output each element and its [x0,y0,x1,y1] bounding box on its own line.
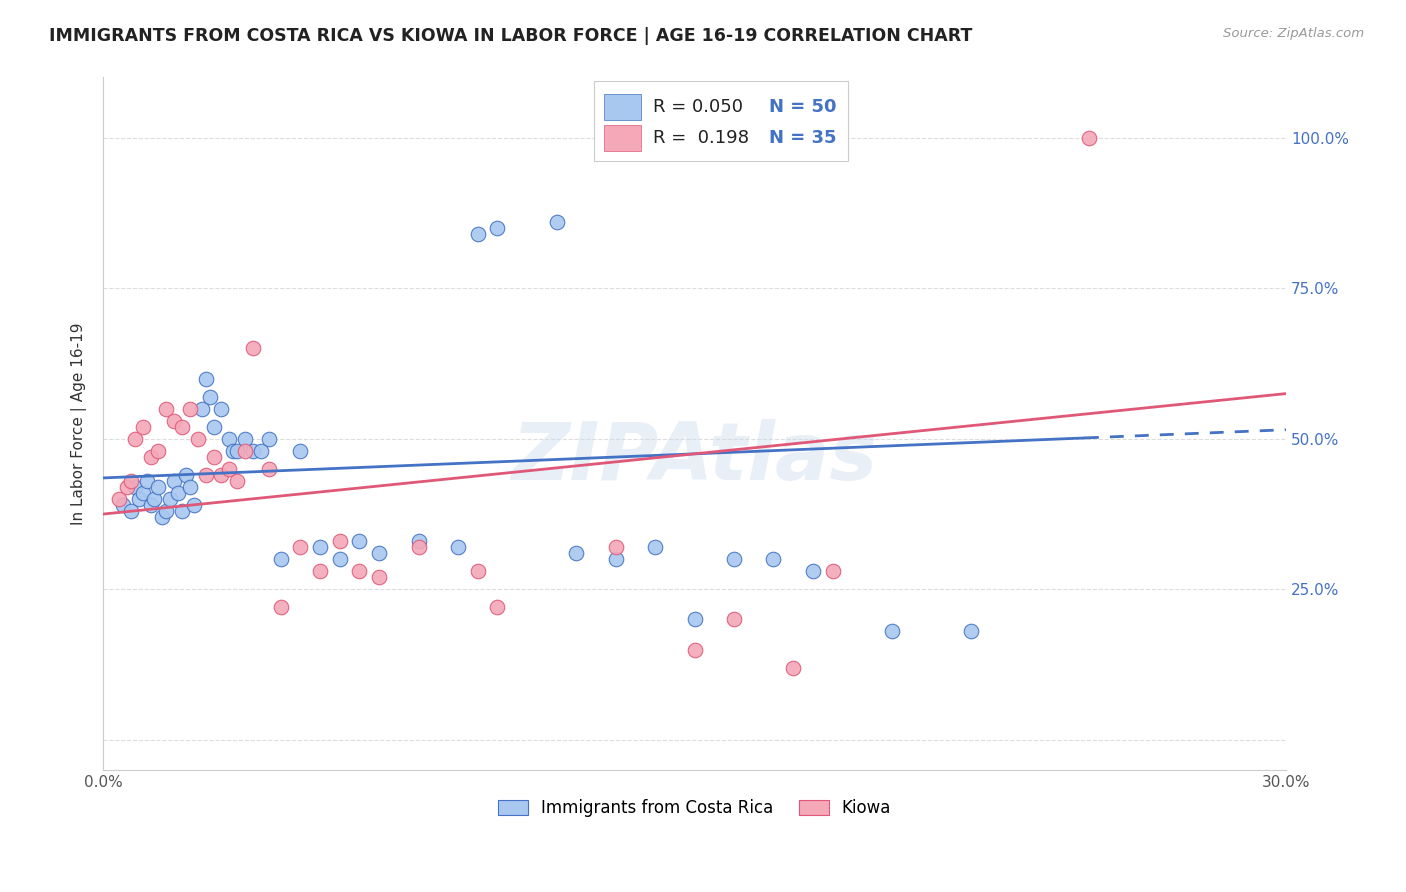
Point [124,480,146,494]
Point [211,401,233,416]
Point [120,474,142,488]
Point [163,414,186,428]
Point [408,540,430,554]
Point [782,660,804,674]
Point [194,371,217,385]
Point [723,552,745,566]
Point [115,480,138,494]
Point [821,564,844,578]
Text: IMMIGRANTS FROM COSTA RICA VS KIOWA IN LABOR FORCE | AGE 16-19 CORRELATION CHART: IMMIGRANTS FROM COSTA RICA VS KIOWA IN L… [49,27,973,45]
Point [290,540,312,554]
Point [174,467,197,482]
Point [368,570,391,584]
Point [447,540,470,554]
Point [250,443,273,458]
Point [257,432,280,446]
Bar [603,94,641,120]
Point [194,467,217,482]
Point [257,462,280,476]
Point [226,474,249,488]
Point [218,432,240,446]
Point [290,443,312,458]
Point [179,401,201,416]
Point [226,443,249,458]
Point [211,467,233,482]
Point [143,491,166,506]
Point [683,642,706,657]
Point [131,419,153,434]
Point [270,600,292,615]
Text: N = 35: N = 35 [769,128,837,146]
Point [723,612,745,626]
Point [148,443,170,458]
Point [486,600,509,615]
Point [170,504,193,518]
Point [167,486,190,500]
Point [222,443,245,458]
Point [242,443,264,458]
Point [683,612,706,626]
Point [183,498,205,512]
Point [270,552,292,566]
Point [309,540,332,554]
Point [128,491,150,506]
Point [408,534,430,549]
Point [191,401,214,416]
Point [163,474,186,488]
Point [762,552,785,566]
Point [159,491,181,506]
Bar [603,125,641,151]
Point [486,221,509,235]
Point [880,624,903,639]
Point [155,401,177,416]
Point [309,564,332,578]
Point [148,480,170,494]
Point [150,510,173,524]
Point [198,390,221,404]
Text: R =  0.198: R = 0.198 [654,128,749,146]
Point [329,534,352,549]
Point [233,443,256,458]
Point [242,342,264,356]
FancyBboxPatch shape [595,81,848,161]
Point [233,432,256,446]
Point [139,498,162,512]
Text: N = 50: N = 50 [769,98,837,116]
Point [187,432,209,446]
Point [202,419,225,434]
Point [170,419,193,434]
Text: R = 0.050: R = 0.050 [654,98,744,116]
Point [349,564,371,578]
Point [179,480,201,494]
Point [120,504,142,518]
Y-axis label: In Labor Force | Age 16-19: In Labor Force | Age 16-19 [72,323,87,525]
Point [349,534,371,549]
Point [801,564,824,578]
Point [368,546,391,560]
Point [111,498,134,512]
Point [124,432,146,446]
Point [329,552,352,566]
Point [959,624,981,639]
Point [135,474,157,488]
Point [202,450,225,464]
Point [644,540,666,554]
Point [467,227,489,241]
Point [131,486,153,500]
Point [467,564,489,578]
Text: ZIPAtlas: ZIPAtlas [512,419,877,498]
Point [139,450,162,464]
Point [605,552,627,566]
Point [1077,130,1099,145]
Point [565,546,588,560]
Point [546,215,568,229]
Point [218,462,240,476]
Legend: Immigrants from Costa Rica, Kiowa: Immigrants from Costa Rica, Kiowa [491,793,898,824]
Point [108,491,131,506]
Text: Source: ZipAtlas.com: Source: ZipAtlas.com [1223,27,1364,40]
Point [605,540,627,554]
Point [155,504,177,518]
